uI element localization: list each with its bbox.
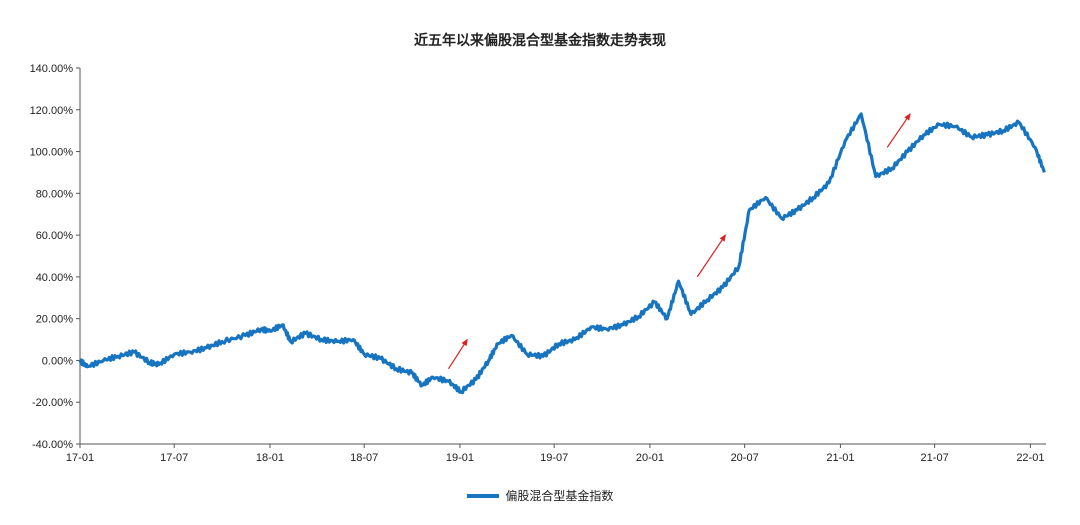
legend-label: 偏股混合型基金指数 bbox=[505, 489, 614, 503]
chart-title: 近五年以来偏股混合型基金指数走势表现 bbox=[414, 33, 666, 49]
x-tick-label: 20-01 bbox=[636, 452, 664, 464]
x-tick-label: 18-01 bbox=[256, 452, 284, 464]
trend-arrow bbox=[696, 234, 726, 278]
x-tick-label: 21-01 bbox=[826, 452, 854, 464]
y-tick-label: 20.00% bbox=[36, 314, 74, 326]
y-tick-label: -20.00% bbox=[32, 397, 73, 409]
legend-swatch bbox=[466, 493, 499, 498]
x-tick-label: 17-07 bbox=[160, 452, 188, 464]
y-tick-label: 0.00% bbox=[42, 355, 73, 367]
x-tick-label: 19-01 bbox=[446, 452, 474, 464]
y-tick-label: 80.00% bbox=[36, 188, 74, 200]
x-tick-label: 20-07 bbox=[731, 452, 759, 464]
chart-legend: 偏股混合型基金指数 bbox=[0, 487, 1080, 504]
y-tick-label: 120.00% bbox=[30, 105, 74, 117]
x-tick-label: 17-01 bbox=[66, 452, 94, 464]
y-tick-label: -40.00% bbox=[32, 439, 73, 451]
x-tick-label: 21-07 bbox=[921, 452, 949, 464]
y-tick-label: 100.00% bbox=[30, 147, 74, 159]
trend-arrow bbox=[886, 113, 911, 148]
series-line bbox=[78, 112, 1046, 395]
y-tick-label: 40.00% bbox=[36, 272, 74, 284]
y-tick-label: 140.00% bbox=[30, 63, 74, 75]
x-tick-label: 22-01 bbox=[1016, 452, 1044, 464]
y-tick-label: 60.00% bbox=[36, 230, 74, 242]
trend-arrow bbox=[447, 338, 468, 370]
x-tick-label: 19-07 bbox=[540, 452, 568, 464]
x-tick-label: 18-07 bbox=[350, 452, 378, 464]
